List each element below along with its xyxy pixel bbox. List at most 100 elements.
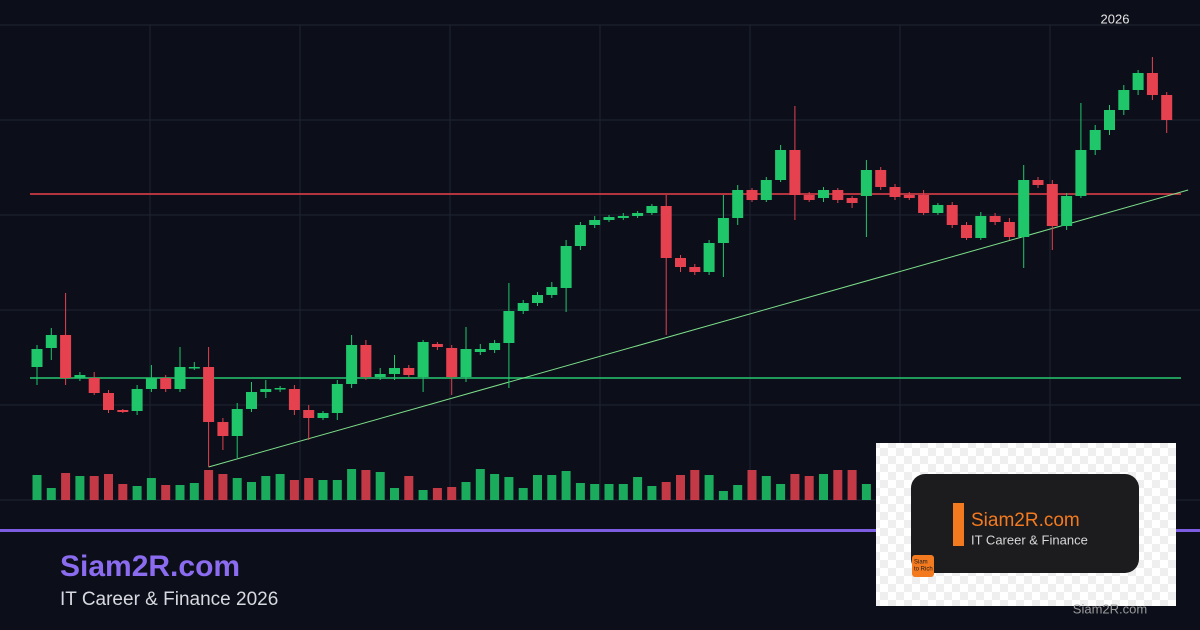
logo-name: Siam2R.com: [971, 510, 1080, 531]
logo-tagline: IT Career & Finance: [971, 532, 1088, 547]
candle-body: [860, 170, 872, 196]
candle-body: [145, 378, 157, 389]
volume-bar: [718, 491, 728, 500]
year-annotation: 2026: [1101, 11, 1130, 26]
volume-bar: [89, 476, 99, 500]
volume-bar: [375, 472, 385, 500]
volume-bar: [776, 484, 786, 500]
candle-body: [818, 190, 829, 198]
candle-body: [1161, 95, 1173, 120]
volume-bar: [404, 476, 414, 500]
candle-body: [374, 374, 386, 377]
volume-bar: [118, 484, 128, 500]
candle-body: [975, 216, 987, 238]
volume-bar: [804, 476, 814, 500]
volume-bar: [861, 484, 871, 500]
brand-subtitle: IT Career & Finance 2026: [60, 589, 278, 610]
candle-body: [703, 243, 715, 272]
candle-body: [446, 348, 458, 377]
brand-title: Siam2R.com: [60, 550, 240, 583]
volume-bar: [833, 470, 843, 500]
volume-bar: [733, 485, 743, 500]
volume-bar: [418, 490, 428, 500]
candle-body: [1146, 73, 1158, 95]
candle-body: [946, 205, 958, 225]
volume-bar: [61, 473, 71, 500]
candle-body: [117, 410, 129, 412]
candle-body: [360, 345, 372, 377]
volume-bar: [161, 485, 171, 500]
volume-bar: [590, 484, 600, 500]
candle-body: [60, 335, 72, 378]
candle-body: [489, 343, 501, 350]
volume-bar: [204, 470, 214, 500]
candle-body: [474, 349, 486, 352]
candle-body: [875, 170, 887, 187]
candle-body: [1018, 180, 1030, 237]
candle-body: [517, 303, 529, 311]
candle-body: [1104, 110, 1115, 130]
candle-body: [188, 367, 200, 369]
volume-bar: [618, 484, 628, 500]
candle-body: [775, 150, 787, 180]
candle-body: [103, 393, 114, 410]
candle-body: [689, 267, 701, 272]
candle-body: [760, 180, 772, 200]
volume-bar: [247, 482, 256, 500]
candle-body: [789, 150, 801, 195]
volume-bar: [104, 474, 113, 500]
volume-bar: [447, 487, 457, 500]
candle-body: [88, 378, 100, 393]
candle-body: [417, 342, 429, 377]
candle-body: [1046, 184, 1058, 226]
candle-body: [331, 384, 343, 413]
volume-bar: [661, 482, 671, 500]
badge-line: to Rich: [914, 567, 933, 573]
volume-bar: [561, 471, 571, 500]
volume-bar: [189, 483, 199, 500]
volume-bar: [633, 477, 643, 500]
candle-body: [660, 206, 672, 258]
candle-body: [1089, 130, 1101, 150]
volume-bar: [790, 474, 800, 500]
volume-bar: [704, 475, 714, 500]
candle-body: [1003, 222, 1015, 237]
candle-body: [246, 392, 257, 409]
volume-bar: [318, 480, 328, 500]
candle-body: [203, 367, 215, 422]
divider: [0, 529, 1200, 532]
candle-body: [732, 190, 744, 218]
candle-body: [675, 258, 686, 267]
candle-body: [288, 389, 300, 410]
volume-bar: [533, 475, 542, 500]
volume-bar: [847, 470, 857, 500]
candle-body: [546, 287, 558, 295]
volume-bar: [432, 488, 442, 500]
volume-bar: [361, 470, 371, 500]
candle-body: [903, 195, 915, 198]
candle-body: [746, 190, 758, 200]
candle-body: [160, 378, 172, 389]
volume-bar: [132, 486, 142, 500]
candle-body: [431, 344, 443, 347]
volume-bar: [647, 486, 657, 500]
volume-bar: [819, 474, 828, 500]
candle-body: [1118, 90, 1130, 110]
candle-body: [532, 295, 543, 303]
logo-panel: [911, 474, 1139, 573]
candle-body: [717, 218, 729, 243]
candle-body: [317, 413, 329, 418]
candle-body: [646, 206, 658, 213]
candle-body: [389, 368, 400, 374]
candle-body: [460, 349, 472, 377]
candle-body: [403, 368, 415, 375]
volume-bar: [304, 478, 314, 500]
candle-body: [74, 375, 86, 378]
candle-body: [174, 367, 186, 389]
logo-card: Siam2R.com IT Career & Finance Siam to R…: [876, 443, 1176, 606]
volume-bar: [218, 474, 228, 500]
volume-bar: [761, 476, 771, 500]
volume-bar: [690, 470, 700, 500]
